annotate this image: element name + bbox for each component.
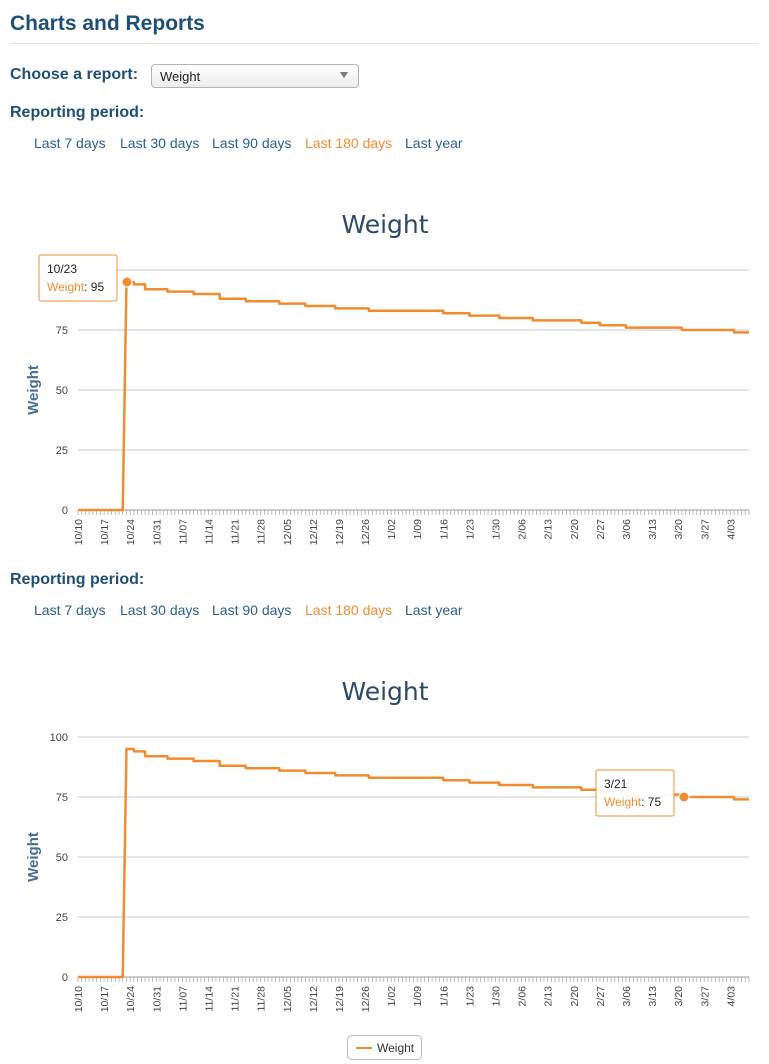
x-tick-label: 10/31 [151, 986, 163, 1012]
x-tick-label: 1/16 [438, 519, 450, 540]
series-line-weight [78, 280, 749, 512]
x-tick-label: 1/02 [386, 519, 398, 540]
report-select-value: Weight [160, 69, 201, 84]
page-title: Charts and Reports [10, 12, 205, 35]
tooltip-date: 3/21 [604, 777, 628, 791]
x-tick-label: 2/20 [569, 519, 581, 540]
x-tick-label: 3/13 [647, 986, 659, 1007]
period-link-last-year[interactable]: Last year [405, 135, 463, 151]
x-tick-label: 11/21 [230, 986, 242, 1012]
x-tick-label: 10/31 [151, 519, 163, 545]
x-tick-label: 11/07 [177, 986, 189, 1012]
y-tick-label: 0 [62, 505, 68, 517]
y-tick-label: 0 [62, 972, 68, 984]
x-tick-label: 3/13 [647, 519, 659, 540]
period-link-last-year-2[interactable]: Last year [405, 602, 463, 618]
tooltip-box [38, 254, 118, 302]
weight-chart-1: WeightWeight025507510010/1010/1710/2410/… [25, 210, 750, 545]
y-axis-label: Weight [25, 832, 42, 882]
x-tick-label: 12/05 [282, 519, 294, 545]
x-tick-label: 2/13 [543, 986, 555, 1007]
period-link-180-days-2[interactable]: Last 180 days [305, 602, 393, 618]
x-tick-label: 2/27 [595, 986, 607, 1007]
y-tick-label: 50 [56, 852, 68, 864]
x-tick-label: 1/30 [491, 986, 503, 1007]
x-tick-label: 2/13 [543, 519, 555, 540]
x-tick-label: 10/24 [125, 986, 137, 1012]
x-tick-label: 2/06 [517, 519, 529, 540]
y-tick-label: 25 [56, 445, 68, 457]
x-tick-label: 3/06 [621, 519, 633, 540]
x-tick-label: 3/06 [621, 986, 633, 1007]
x-tick-label: 12/19 [334, 519, 346, 545]
chart-title: Weight [341, 677, 428, 706]
period-link-30-days-2[interactable]: Last 30 days [120, 602, 200, 618]
x-tick-label: 12/12 [308, 519, 320, 545]
x-tick-label: 3/27 [699, 519, 711, 540]
x-tick-label: 1/09 [412, 986, 424, 1007]
x-tick-label: 3/27 [699, 986, 711, 1007]
x-tick-label: 4/03 [725, 519, 737, 540]
tooltip-box [595, 769, 675, 817]
period-link-7-days-2[interactable]: Last 7 days [34, 602, 106, 618]
report-select[interactable]: Weight [151, 64, 359, 88]
x-tick-label: 11/07 [177, 519, 189, 545]
tooltip: 3/21 Weight: 75 [595, 769, 675, 817]
title-divider [10, 43, 759, 44]
x-tick-label: 12/26 [360, 986, 372, 1012]
x-tick-label: 12/26 [360, 519, 372, 545]
x-tick-label: 1/23 [464, 519, 476, 540]
y-tick-label: 75 [56, 792, 68, 804]
x-tick-label: 11/28 [256, 986, 268, 1012]
x-tick-label: 1/16 [438, 986, 450, 1007]
x-tick-label: 11/21 [230, 519, 242, 545]
x-tick-label: 11/28 [256, 519, 268, 545]
period-link-30-days[interactable]: Last 30 days [120, 135, 200, 151]
reporting-period-label: Reporting period: [10, 104, 145, 121]
x-tick-label: 4/03 [725, 986, 737, 1007]
tooltip-date: 10/23 [47, 262, 77, 276]
x-tick-label: 1/23 [464, 986, 476, 1007]
x-tick-label: 1/30 [491, 519, 503, 540]
y-axis-label: Weight [25, 365, 42, 415]
x-tick-label: 10/10 [73, 986, 85, 1012]
tooltip: 10/23 Weight: 95 [38, 254, 118, 302]
x-tick-label: 12/19 [334, 986, 346, 1012]
chart-legend[interactable]: Weight [347, 1035, 422, 1060]
x-tick-label: 2/27 [595, 519, 607, 540]
x-tick-label: 10/17 [99, 519, 111, 545]
hover-point [121, 276, 133, 288]
x-tick-label: 2/06 [517, 986, 529, 1007]
x-tick-label: 12/12 [308, 986, 320, 1012]
dropdown-arrow-icon [340, 72, 348, 78]
x-tick-label: 11/14 [203, 519, 215, 545]
legend-swatch [356, 1047, 372, 1049]
y-tick-label: 100 [50, 732, 68, 744]
x-tick-label: 2/20 [569, 986, 581, 1007]
y-tick-label: 75 [56, 325, 68, 337]
x-tick-label: 10/10 [73, 519, 85, 545]
x-tick-label: 12/05 [282, 986, 294, 1012]
tooltip-value: Weight: 75 [604, 795, 661, 809]
chart-title: Weight [341, 210, 428, 239]
x-tick-label: 11/14 [203, 986, 215, 1012]
y-tick-label: 50 [56, 385, 68, 397]
hover-point [678, 791, 690, 803]
period-link-180-days[interactable]: Last 180 days [305, 135, 393, 151]
x-tick-label: 3/20 [673, 986, 685, 1007]
weight-chart-2: Weight Weight 0 25 50 75 100 10/10 10/17 10/24 10/… [25, 677, 750, 1012]
tooltip-value: Weight: 95 [47, 280, 104, 294]
x-tick-label: 10/24 [125, 519, 137, 545]
x-tick-label: 10/17 [99, 986, 111, 1012]
period-link-90-days[interactable]: Last 90 days [212, 135, 292, 151]
x-tick-label: 1/09 [412, 519, 424, 540]
y-tick-label: 25 [56, 912, 68, 924]
x-tick-label: 3/20 [673, 519, 685, 540]
legend-label: Weight [377, 1041, 415, 1055]
choose-report-label: Choose a report: [10, 66, 139, 83]
reporting-period-label-2: Reporting period: [10, 571, 145, 588]
period-link-7-days[interactable]: Last 7 days [34, 135, 106, 151]
x-tick-label: 1/02 [386, 986, 398, 1007]
period-link-90-days-2[interactable]: Last 90 days [212, 602, 292, 618]
